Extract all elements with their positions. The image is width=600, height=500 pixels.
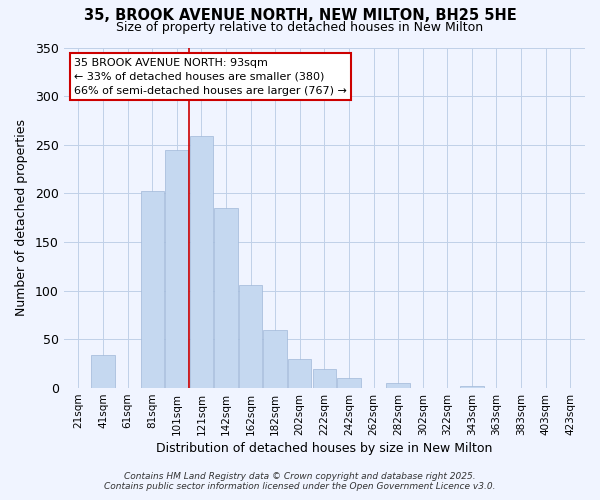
Text: 35, BROOK AVENUE NORTH, NEW MILTON, BH25 5HE: 35, BROOK AVENUE NORTH, NEW MILTON, BH25… <box>83 8 517 22</box>
Bar <box>91 355 115 388</box>
Text: Contains HM Land Registry data © Crown copyright and database right 2025.: Contains HM Land Registry data © Crown c… <box>124 472 476 481</box>
X-axis label: Distribution of detached houses by size in New Milton: Distribution of detached houses by size … <box>156 442 493 455</box>
Bar <box>288 359 311 388</box>
Bar <box>239 285 262 388</box>
Bar <box>190 136 213 388</box>
Bar <box>460 386 484 388</box>
Bar <box>337 378 361 388</box>
Text: Size of property relative to detached houses in New Milton: Size of property relative to detached ho… <box>116 21 484 34</box>
Text: 35 BROOK AVENUE NORTH: 93sqm
← 33% of detached houses are smaller (380)
66% of s: 35 BROOK AVENUE NORTH: 93sqm ← 33% of de… <box>74 58 347 96</box>
Bar <box>214 208 238 388</box>
Bar <box>386 383 410 388</box>
Bar <box>313 368 336 388</box>
Y-axis label: Number of detached properties: Number of detached properties <box>15 120 28 316</box>
Bar <box>165 150 188 388</box>
Text: Contains public sector information licensed under the Open Government Licence v3: Contains public sector information licen… <box>104 482 496 491</box>
Bar <box>263 330 287 388</box>
Bar <box>140 190 164 388</box>
